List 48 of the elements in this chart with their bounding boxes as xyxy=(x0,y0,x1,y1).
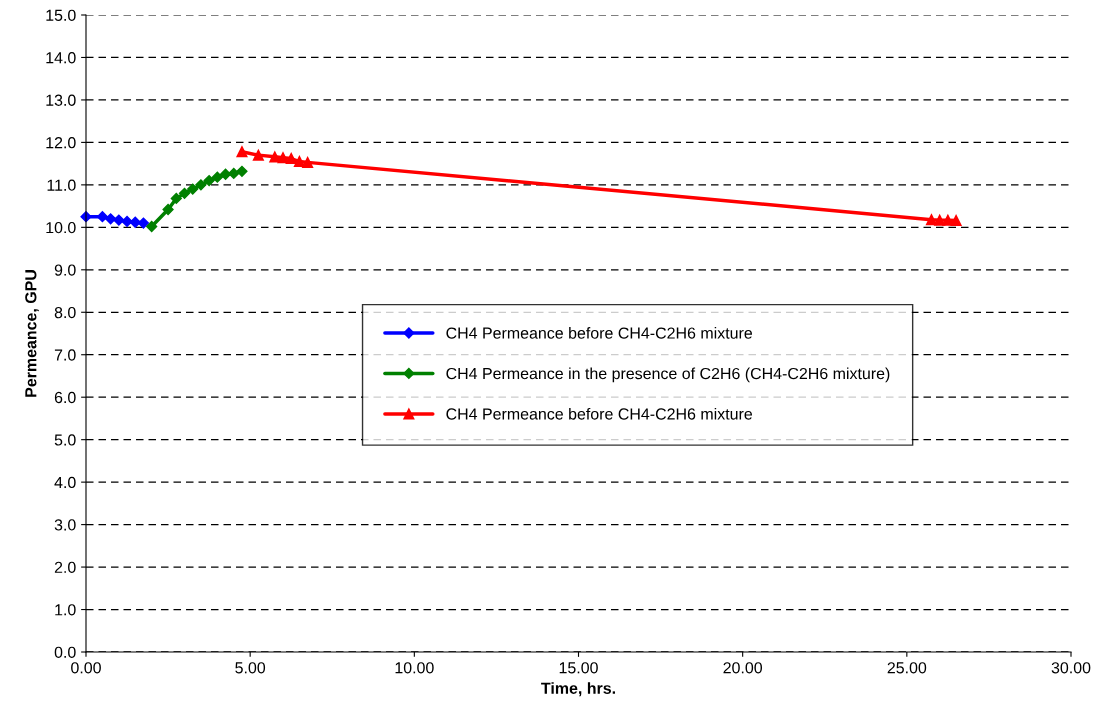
legend-label: CH4 Permeance in the presence of C2H6 (CH4-C2H6 mixture) xyxy=(446,367,890,383)
point xyxy=(203,175,215,187)
point xyxy=(236,165,248,177)
x-tick-label: 30.00 xyxy=(1051,662,1091,674)
point xyxy=(178,187,191,199)
y-tick-label: 15.0 xyxy=(46,9,76,21)
point xyxy=(934,214,946,226)
y-tick-label: 7.0 xyxy=(54,349,76,361)
point xyxy=(211,171,223,183)
point xyxy=(121,215,133,227)
point xyxy=(228,167,240,180)
x-tick-label: 0.00 xyxy=(71,662,101,674)
y-tick-label: 13.0 xyxy=(46,94,76,106)
point xyxy=(293,155,305,168)
point xyxy=(187,183,199,195)
y-tick-label: 9.0 xyxy=(54,264,76,276)
legend-label: CH4 Permeance before CH4-C2H6 mixture xyxy=(446,407,753,420)
point xyxy=(252,149,264,161)
point xyxy=(236,146,248,158)
point xyxy=(925,214,938,226)
y-tick-label: 12.0 xyxy=(46,137,76,149)
y-tick-label: 11.0 xyxy=(47,179,76,191)
y-tick-label: 14.0 xyxy=(46,52,76,64)
y-tick-label: 2.0 xyxy=(54,561,76,574)
x-tick-label: 20.00 xyxy=(723,662,763,674)
point xyxy=(950,214,962,227)
x-tick-label: 25.00 xyxy=(887,662,927,674)
point xyxy=(146,220,158,233)
legend-label: CH4 Permeance before CH4-C2H6 mixture xyxy=(446,327,753,339)
point xyxy=(302,156,314,168)
y-tick-label: 10.0 xyxy=(46,221,76,234)
point xyxy=(113,214,125,226)
x-tick-label: 10.00 xyxy=(395,662,434,674)
y-tick-label: 8.0 xyxy=(54,306,76,319)
x-tick-label: 15.00 xyxy=(559,662,598,674)
x-tick-label: 5.00 xyxy=(235,662,266,674)
point xyxy=(162,203,174,216)
point xyxy=(195,179,207,191)
point xyxy=(285,152,297,165)
y-tick-label: 6.0 xyxy=(54,391,76,404)
x-axis-title: Time, hrs. xyxy=(541,682,615,697)
y-tick-label: 5.0 xyxy=(54,434,76,446)
y-tick-label: 1.0 xyxy=(55,604,76,616)
y-tick-label: 0.0 xyxy=(54,646,76,658)
y-tick-label: 3.0 xyxy=(54,519,76,531)
point xyxy=(170,192,182,205)
y-axis-title: Permeance, GPU xyxy=(25,270,39,397)
y-tick-label: 4.0 xyxy=(54,476,76,489)
